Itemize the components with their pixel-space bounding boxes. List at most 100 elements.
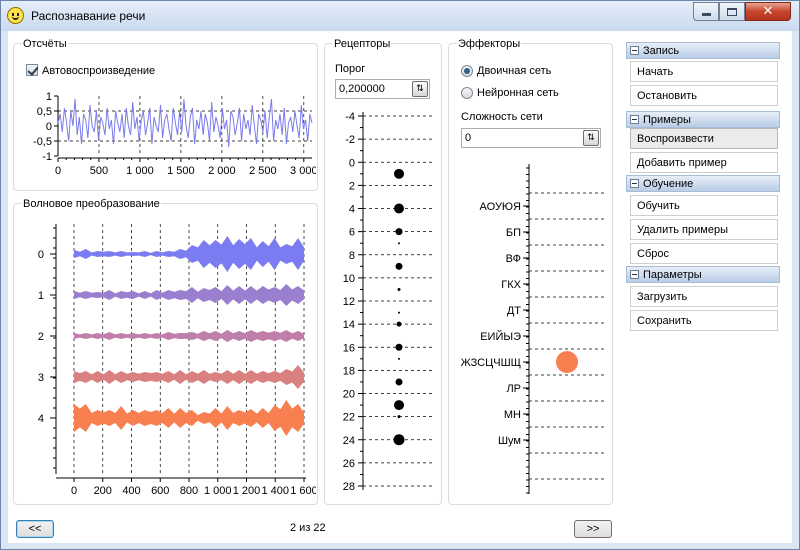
autoplay-checkbox[interactable] bbox=[26, 64, 38, 76]
y-tick-label: -1 bbox=[42, 151, 52, 163]
y-tick-label: 14 bbox=[343, 319, 355, 331]
x-tick-label: 0 bbox=[71, 485, 77, 497]
command-label: Начать bbox=[637, 66, 674, 78]
prev-button[interactable]: << bbox=[16, 520, 54, 538]
y-tick-label: 6 bbox=[349, 227, 355, 239]
collapse-icon[interactable] bbox=[630, 270, 639, 279]
y-tick-label: 0 bbox=[349, 157, 355, 169]
y-tick-label: 2 bbox=[349, 180, 355, 192]
command-button-1-0[interactable]: Воспроизвести bbox=[630, 128, 778, 149]
command-button-0-1[interactable]: Остановить bbox=[630, 85, 778, 106]
spin-arrows-icon[interactable]: ⇅ bbox=[583, 130, 599, 146]
y-tick-label: 1 bbox=[46, 92, 52, 103]
receptor-point-1 bbox=[394, 203, 404, 214]
wavelet-band-1 bbox=[74, 284, 304, 306]
reports-panel: Отсчёты Автовоспроизведение 1 0,5 0 -0,5 -1 0… bbox=[13, 38, 318, 191]
complexity-input[interactable]: 0 ⇅ bbox=[461, 128, 601, 148]
autoplay-label: Автовоспроизведение bbox=[42, 65, 156, 77]
spin-arrows-icon[interactable]: ⇅ bbox=[412, 81, 428, 97]
receptor-point-8 bbox=[395, 343, 403, 351]
effector-point-0 bbox=[556, 351, 578, 373]
x-tick-label: 600 bbox=[151, 485, 169, 497]
command-button-1-1[interactable]: Добавить пример bbox=[630, 152, 778, 173]
collapse-icon[interactable] bbox=[630, 46, 639, 55]
close-button[interactable]: ✕ bbox=[745, 2, 791, 21]
x-tick-label: 2 500 bbox=[249, 165, 277, 177]
minimize-button[interactable] bbox=[693, 2, 719, 21]
effectors-title: Эффекторы bbox=[457, 38, 522, 50]
receptor-point-11 bbox=[394, 400, 404, 411]
command-button-2-0[interactable]: Обучить bbox=[630, 195, 778, 216]
y-tick-label: 24 bbox=[343, 435, 355, 447]
command-label: Загрузить bbox=[637, 291, 688, 303]
command-button-3-1[interactable]: Сохранить bbox=[630, 310, 778, 331]
y-tick-label: 8 bbox=[349, 250, 355, 262]
y-tick-label: 0,5 bbox=[37, 106, 52, 118]
title-bar[interactable]: Распознавание речи ✕ bbox=[1, 1, 799, 31]
x-tick-label: 400 bbox=[122, 485, 140, 497]
y-tick-label: -0,5 bbox=[33, 136, 52, 148]
x-tick-label: 1 200 bbox=[233, 485, 261, 497]
command-label: Воспроизвести bbox=[637, 133, 714, 145]
wavelet-chart: 0 200 400 600 800 1 000 1 200 1 400 1 600 0 1 2 3 4 bbox=[38, 224, 316, 497]
receptor-point-13 bbox=[393, 434, 405, 446]
minimize-icon bbox=[701, 13, 711, 16]
y-tick-label: 10 bbox=[343, 273, 355, 285]
binary-network-radio[interactable] bbox=[461, 65, 473, 77]
category-label: ЕИЙЫЭ bbox=[480, 330, 521, 343]
y-tick-label: 16 bbox=[343, 342, 355, 354]
category-label: ЖЗСЦЧШЩ bbox=[461, 357, 521, 369]
x-tick-label: 0 bbox=[55, 165, 61, 177]
receptor-point-5 bbox=[397, 287, 401, 291]
y-tick-label: -2 bbox=[345, 134, 355, 146]
y-tick-label: 0 bbox=[46, 121, 52, 133]
threshold-value: 0,200000 bbox=[339, 83, 385, 95]
section-header-3[interactable]: Параметры bbox=[626, 266, 780, 283]
waveform-series bbox=[57, 98, 313, 148]
collapse-icon[interactable] bbox=[630, 115, 639, 124]
command-label: Удалить примеры bbox=[637, 224, 728, 236]
command-label: Добавить пример bbox=[637, 157, 727, 169]
command-label: Обучить bbox=[637, 200, 680, 212]
threshold-input[interactable]: 0,200000 ⇅ bbox=[335, 79, 430, 99]
command-button-3-0[interactable]: Загрузить bbox=[630, 286, 778, 307]
next-button[interactable]: >> bbox=[574, 520, 612, 538]
receptor-point-6 bbox=[398, 311, 400, 314]
command-button-2-2[interactable]: Сброс bbox=[630, 243, 778, 264]
collapse-icon[interactable] bbox=[630, 179, 639, 188]
y-tick-label: 22 bbox=[343, 412, 355, 424]
section-header-0[interactable]: Запись bbox=[626, 42, 780, 59]
command-button-0-0[interactable]: Начать bbox=[630, 61, 778, 82]
waveform-chart: 10,50-0,5-10 500 1 000 1 500 2 000 2 500 3 000 bbox=[33, 92, 316, 177]
client-area: Отсчёты Автовоспроизведение 1 0,5 0 -0,5 -1 0… bbox=[8, 31, 792, 543]
wavelet-band-4 bbox=[74, 400, 304, 436]
x-tick-label: 200 bbox=[94, 485, 112, 497]
category-label: МН bbox=[504, 409, 521, 421]
receptor-point-12 bbox=[397, 415, 401, 419]
y-tick-label: -4 bbox=[345, 111, 355, 123]
effectors-chart: АОУЮЯ БП ВФ ГКХ ДТ ЕИЙЫЭ ЖЗСЦЧШЩ ЛР МН Шум bbox=[461, 164, 607, 494]
wavelet-band-3 bbox=[74, 365, 304, 389]
maximize-button[interactable] bbox=[719, 2, 745, 21]
section-header-2[interactable]: Обучение bbox=[626, 175, 780, 192]
y-tick-label: 28 bbox=[343, 481, 355, 493]
complexity-value: 0 bbox=[465, 132, 472, 144]
y-tick-label: 18 bbox=[343, 365, 355, 377]
section-header-1[interactable]: Примеры bbox=[626, 111, 780, 128]
neural-network-radio[interactable] bbox=[461, 87, 473, 99]
receptor-point-2 bbox=[395, 228, 403, 236]
category-label: БП bbox=[506, 227, 521, 239]
y-tick-label: 26 bbox=[343, 458, 355, 470]
y-tick-label: 2 bbox=[38, 331, 44, 343]
x-tick-label: 1 400 bbox=[261, 485, 289, 497]
command-label: Сброс bbox=[637, 248, 669, 260]
receptor-point-3 bbox=[398, 242, 400, 245]
complexity-label: Сложность сети bbox=[461, 111, 543, 123]
category-label: ГКХ bbox=[501, 279, 521, 291]
command-button-2-1[interactable]: Удалить примеры bbox=[630, 219, 778, 240]
category-label: ЛР bbox=[506, 383, 521, 395]
receptor-point-4 bbox=[395, 262, 403, 270]
section-header-label: Запись bbox=[643, 45, 680, 57]
